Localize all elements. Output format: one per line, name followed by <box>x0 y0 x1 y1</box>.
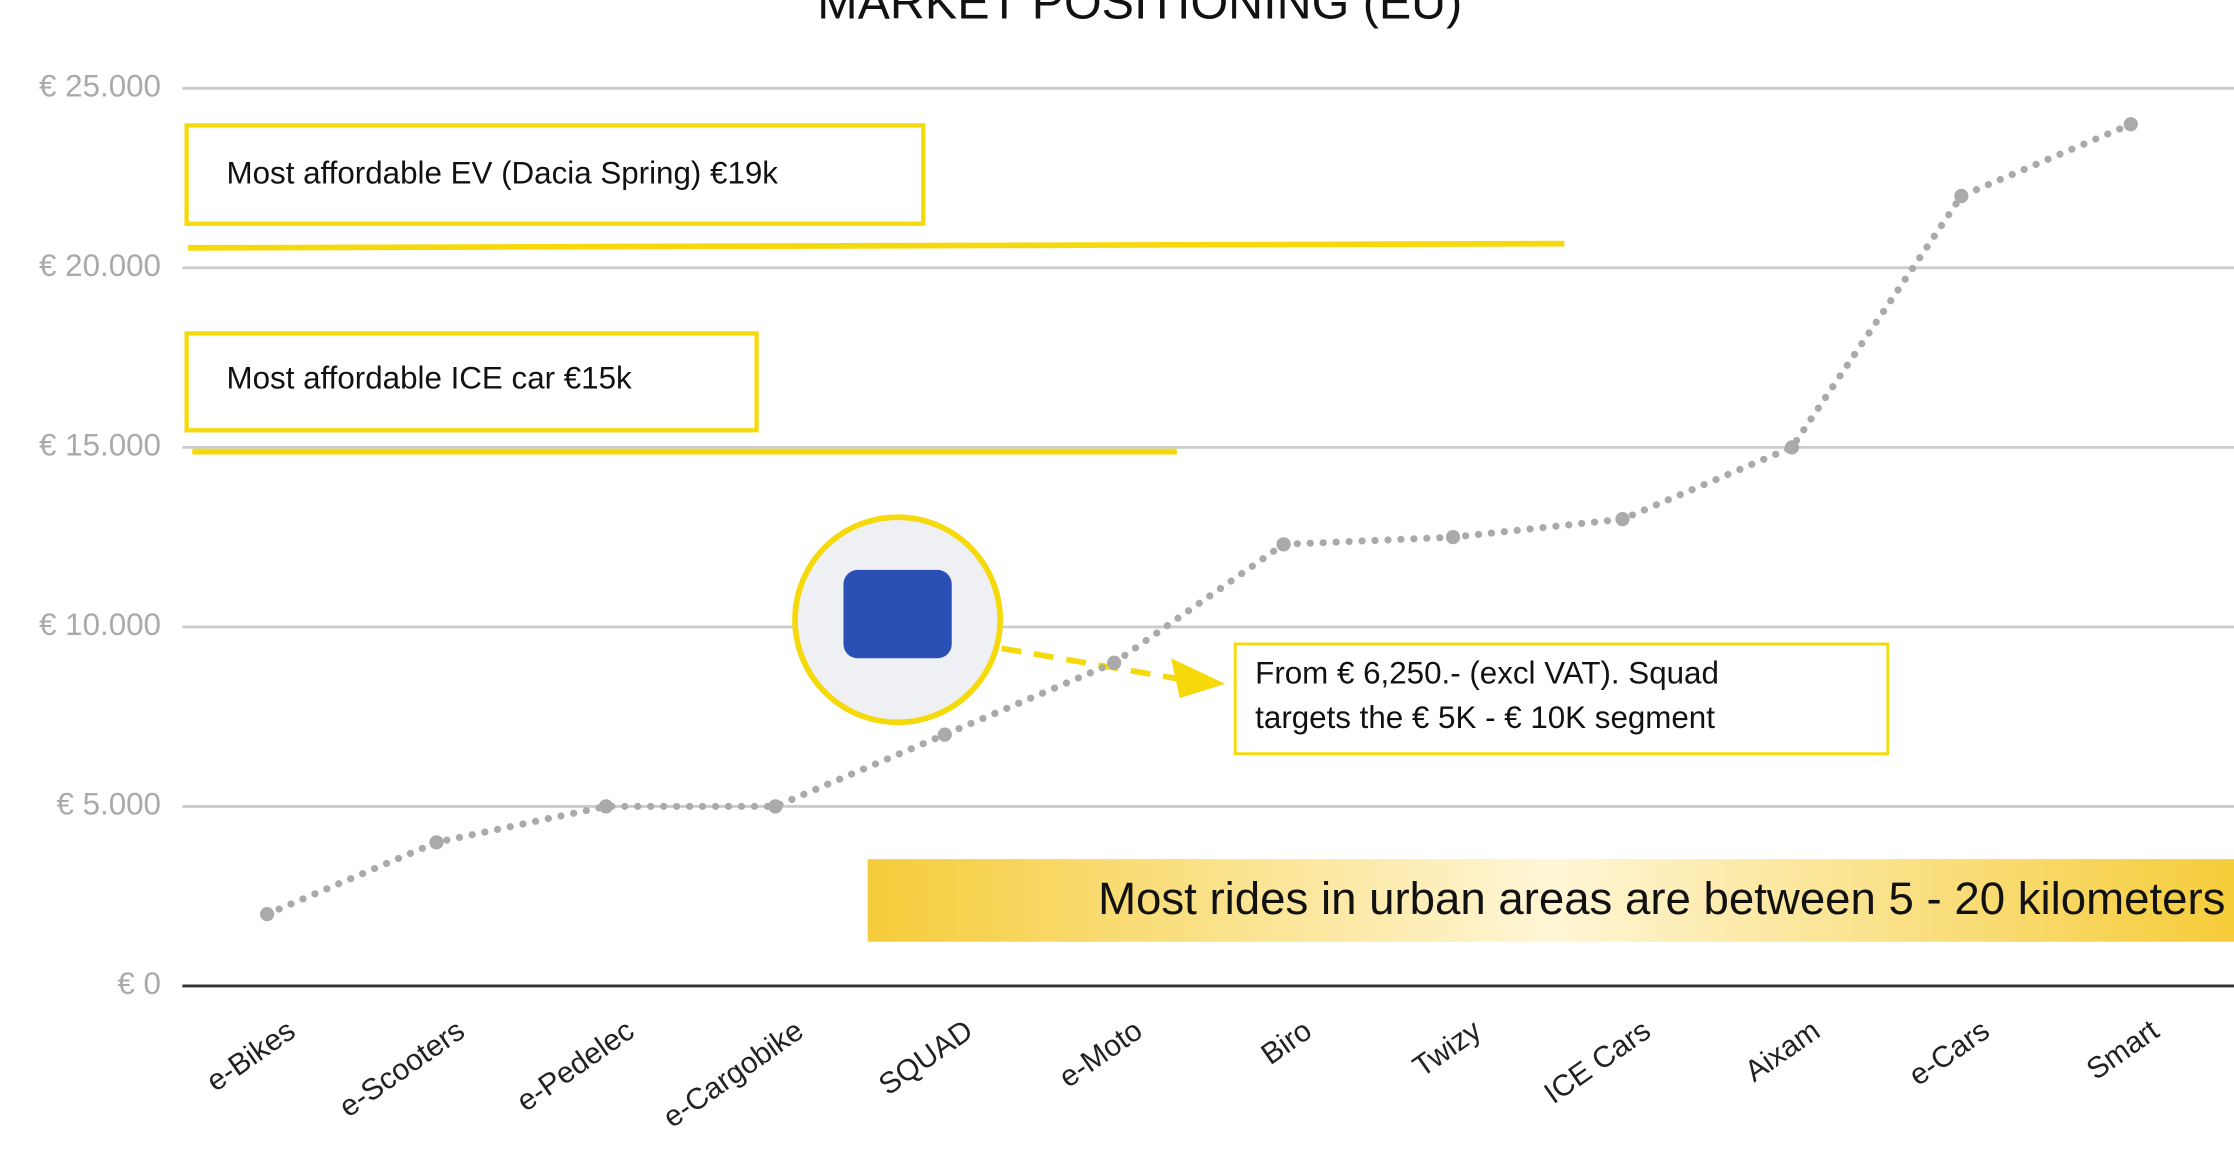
annotation-box <box>184 123 926 226</box>
data-point <box>768 799 783 814</box>
annotation-box <box>1233 642 1890 756</box>
data-point <box>1954 188 1969 204</box>
annotation: Most affordable EV (Dacia Spring) €19k <box>227 156 779 191</box>
data-point <box>1107 655 1122 670</box>
vehicle-icon <box>843 569 952 659</box>
data-point <box>598 799 614 814</box>
x-tick-label: e-Cars <box>1903 1014 1995 1093</box>
x-tick-label: SQUAD <box>873 1014 979 1102</box>
y-tick-label: € 20.000 <box>39 248 161 283</box>
y-tick-label: € 25.000 <box>39 69 161 104</box>
x-tick-label: e-Pedelec <box>511 1014 640 1118</box>
y-tick-label: € 15.000 <box>39 428 161 463</box>
annotation-box <box>184 331 759 433</box>
banner-text: Most rides in urban areas are between 5 … <box>1098 873 2225 924</box>
data-point <box>259 906 275 922</box>
annotation: Most affordable ICE car €15k <box>227 361 632 396</box>
annotation: From € 6,250.- (excl VAT). Squad <box>1255 656 1719 691</box>
arrow-head <box>1171 658 1226 699</box>
x-tick-label: e-Bikes <box>201 1014 302 1098</box>
y-tick-label: € 5.000 <box>56 787 161 822</box>
y-tick-label: € 10.000 <box>39 607 161 642</box>
x-tick-label: Biro <box>1255 1014 1317 1072</box>
annotation: targets the € 5K - € 10K segment <box>1255 700 1715 735</box>
banner <box>867 859 2234 942</box>
data-point <box>1445 530 1461 545</box>
x-tick-label: e-Scooters <box>333 1014 470 1124</box>
x-tick-label: ICE Cars <box>1538 1014 1656 1111</box>
data-line <box>263 120 2135 918</box>
y-tick-label: € 0 <box>117 966 161 1001</box>
reference-line <box>188 240 1565 251</box>
data-point <box>2123 117 2138 132</box>
x-tick-label: Aixam <box>1739 1014 1826 1089</box>
chart-title: MARKET POSITIONING (EU) <box>817 0 1462 30</box>
data-point <box>429 835 444 850</box>
data-point <box>1615 512 1630 527</box>
x-tick-label: e-Moto <box>1053 1014 1148 1094</box>
data-point <box>1276 537 1291 552</box>
x-tick-label: Twizy <box>1407 1014 1487 1084</box>
data-point <box>1784 440 1800 455</box>
data-point <box>937 727 952 742</box>
x-tick-label: Smart <box>2081 1013 2166 1086</box>
x-tick-label: e-Cargobike <box>657 1014 809 1134</box>
